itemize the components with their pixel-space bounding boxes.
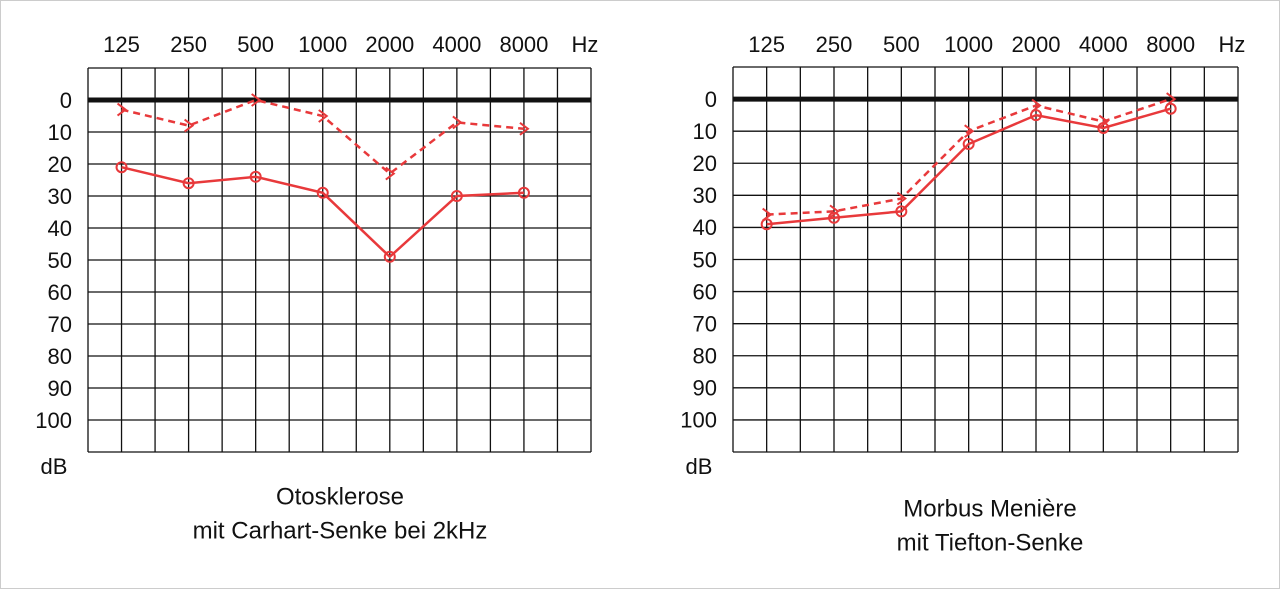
point-marker <box>452 115 463 130</box>
y-tick-label: 60 <box>48 280 72 305</box>
y-tick-label: 100 <box>35 408 72 433</box>
x-tick-label: 8000 <box>1146 32 1195 57</box>
point-marker <box>964 124 975 138</box>
point-marker <box>962 138 975 150</box>
point-marker <box>829 204 840 219</box>
x-tick-label: 4000 <box>432 32 481 57</box>
series-line <box>121 98 525 176</box>
y-tick-label: 100 <box>680 408 717 433</box>
chart-caption: mit Tiefton-Senke <box>897 529 1084 556</box>
point-marker <box>318 109 329 123</box>
x-tick-label: 125 <box>748 32 785 57</box>
point-marker <box>115 161 128 174</box>
y-tick-label: 90 <box>48 376 72 401</box>
y-tick-label: 60 <box>693 279 717 304</box>
point-marker <box>828 211 840 224</box>
y-tick-label: 80 <box>693 344 717 369</box>
y-axis-label: dB <box>686 454 713 479</box>
x-tick-label: 1000 <box>298 32 347 57</box>
point-marker <box>1098 114 1109 129</box>
point-marker <box>760 218 773 231</box>
chart-caption: Morbus Menière <box>903 495 1076 522</box>
y-tick-label: 50 <box>693 247 717 272</box>
chart-caption: Otosklerose <box>276 483 404 510</box>
series-line <box>766 97 1172 216</box>
point-marker <box>519 122 530 136</box>
point-marker <box>1166 92 1177 106</box>
chart-caption: mit Carhart-Senke bei 2kHz <box>193 517 488 544</box>
y-tick-label: 70 <box>48 312 72 337</box>
y-tick-label: 80 <box>48 344 72 369</box>
x-tick-label: 1000 <box>944 32 993 57</box>
point-marker <box>182 177 195 190</box>
y-axis-label: dB <box>41 454 68 479</box>
y-tick-label: 20 <box>48 152 72 177</box>
point-marker <box>895 205 908 218</box>
point-marker <box>762 207 773 222</box>
x-axis-label: Hz <box>1219 32 1246 57</box>
x-tick-label: 250 <box>816 32 853 57</box>
x-tick-label: 2000 <box>365 32 414 57</box>
y-tick-label: 50 <box>48 248 72 273</box>
point-marker <box>249 170 262 183</box>
point-marker <box>184 118 195 133</box>
y-tick-label: 20 <box>693 151 717 176</box>
x-tick-label: 8000 <box>499 32 548 57</box>
point-marker <box>116 102 128 117</box>
y-tick-label: 70 <box>693 311 717 336</box>
point-marker <box>316 186 329 199</box>
y-tick-label: 0 <box>60 88 72 113</box>
x-tick-label: 125 <box>103 32 140 57</box>
y-tick-label: 0 <box>705 87 717 112</box>
point-marker <box>385 166 396 181</box>
point-marker <box>1164 102 1177 115</box>
y-tick-label: 30 <box>693 183 717 208</box>
point-marker <box>517 186 530 199</box>
y-tick-label: 40 <box>693 215 717 240</box>
x-tick-label: 2000 <box>1012 32 1061 57</box>
y-tick-label: 40 <box>48 216 72 241</box>
series-line <box>121 165 524 259</box>
y-tick-label: 90 <box>693 376 717 401</box>
point-marker <box>1097 121 1110 134</box>
y-tick-label: 30 <box>48 184 72 209</box>
x-tick-label: 4000 <box>1079 32 1128 57</box>
x-tick-label: 250 <box>170 32 207 57</box>
x-tick-label: 500 <box>883 32 920 57</box>
point-marker <box>450 190 463 202</box>
y-tick-label: 10 <box>693 119 717 144</box>
point-marker <box>383 250 396 263</box>
point-marker <box>1030 109 1042 122</box>
y-tick-label: 10 <box>48 120 72 145</box>
series-line <box>766 107 1172 226</box>
point-marker <box>251 93 262 107</box>
point-marker <box>1031 98 1042 113</box>
point-marker <box>896 191 907 206</box>
x-axis-label: Hz <box>572 32 599 57</box>
x-tick-label: 500 <box>237 32 274 57</box>
